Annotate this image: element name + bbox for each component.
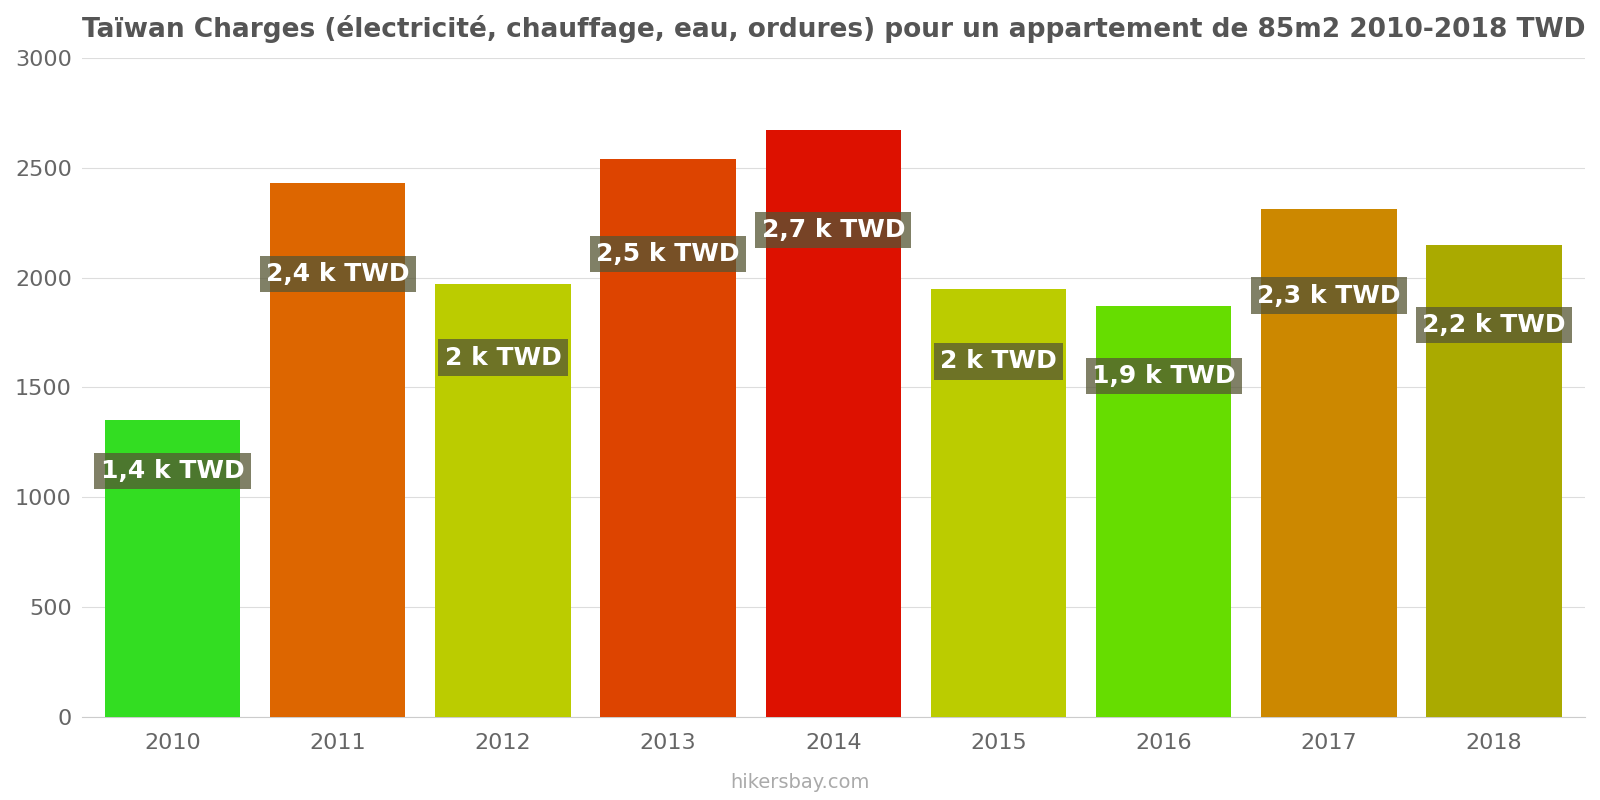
Bar bbox=[1426, 245, 1562, 717]
Text: 2,7 k TWD: 2,7 k TWD bbox=[762, 218, 906, 242]
Bar bbox=[600, 159, 736, 717]
Bar bbox=[931, 289, 1066, 717]
Text: 1,9 k TWD: 1,9 k TWD bbox=[1091, 364, 1235, 388]
Text: hikersbay.com: hikersbay.com bbox=[730, 773, 870, 792]
Bar bbox=[435, 284, 571, 717]
Bar bbox=[765, 130, 901, 717]
Text: 2 k TWD: 2 k TWD bbox=[941, 350, 1058, 374]
Text: 2,2 k TWD: 2,2 k TWD bbox=[1422, 313, 1566, 337]
Text: 2 k TWD: 2 k TWD bbox=[445, 346, 562, 370]
Text: Taïwan Charges (électricité, chauffage, eau, ordures) pour un appartement de 85m: Taïwan Charges (électricité, chauffage, … bbox=[82, 15, 1586, 43]
Bar bbox=[104, 420, 240, 717]
Bar bbox=[1261, 210, 1397, 717]
Text: 1,4 k TWD: 1,4 k TWD bbox=[101, 459, 245, 483]
Text: 2,3 k TWD: 2,3 k TWD bbox=[1258, 284, 1400, 308]
Bar bbox=[1096, 306, 1232, 717]
Bar bbox=[270, 183, 405, 717]
Text: 2,5 k TWD: 2,5 k TWD bbox=[597, 242, 739, 266]
Text: 2,4 k TWD: 2,4 k TWD bbox=[266, 262, 410, 286]
